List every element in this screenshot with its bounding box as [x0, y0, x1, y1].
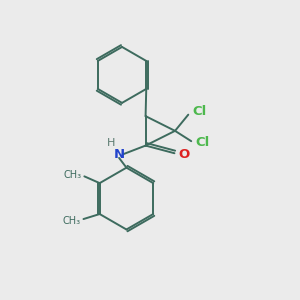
- Text: Cl: Cl: [193, 105, 207, 118]
- Text: N: N: [113, 148, 124, 161]
- Text: Cl: Cl: [196, 136, 210, 149]
- Text: O: O: [178, 148, 189, 161]
- Text: CH₃: CH₃: [62, 215, 80, 226]
- Text: CH₃: CH₃: [63, 170, 81, 180]
- Text: H: H: [107, 138, 115, 148]
